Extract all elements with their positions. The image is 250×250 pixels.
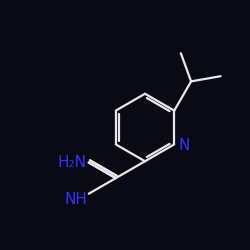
- Text: NH: NH: [64, 192, 88, 208]
- Text: N: N: [179, 138, 190, 153]
- Text: H₂N: H₂N: [57, 155, 86, 170]
